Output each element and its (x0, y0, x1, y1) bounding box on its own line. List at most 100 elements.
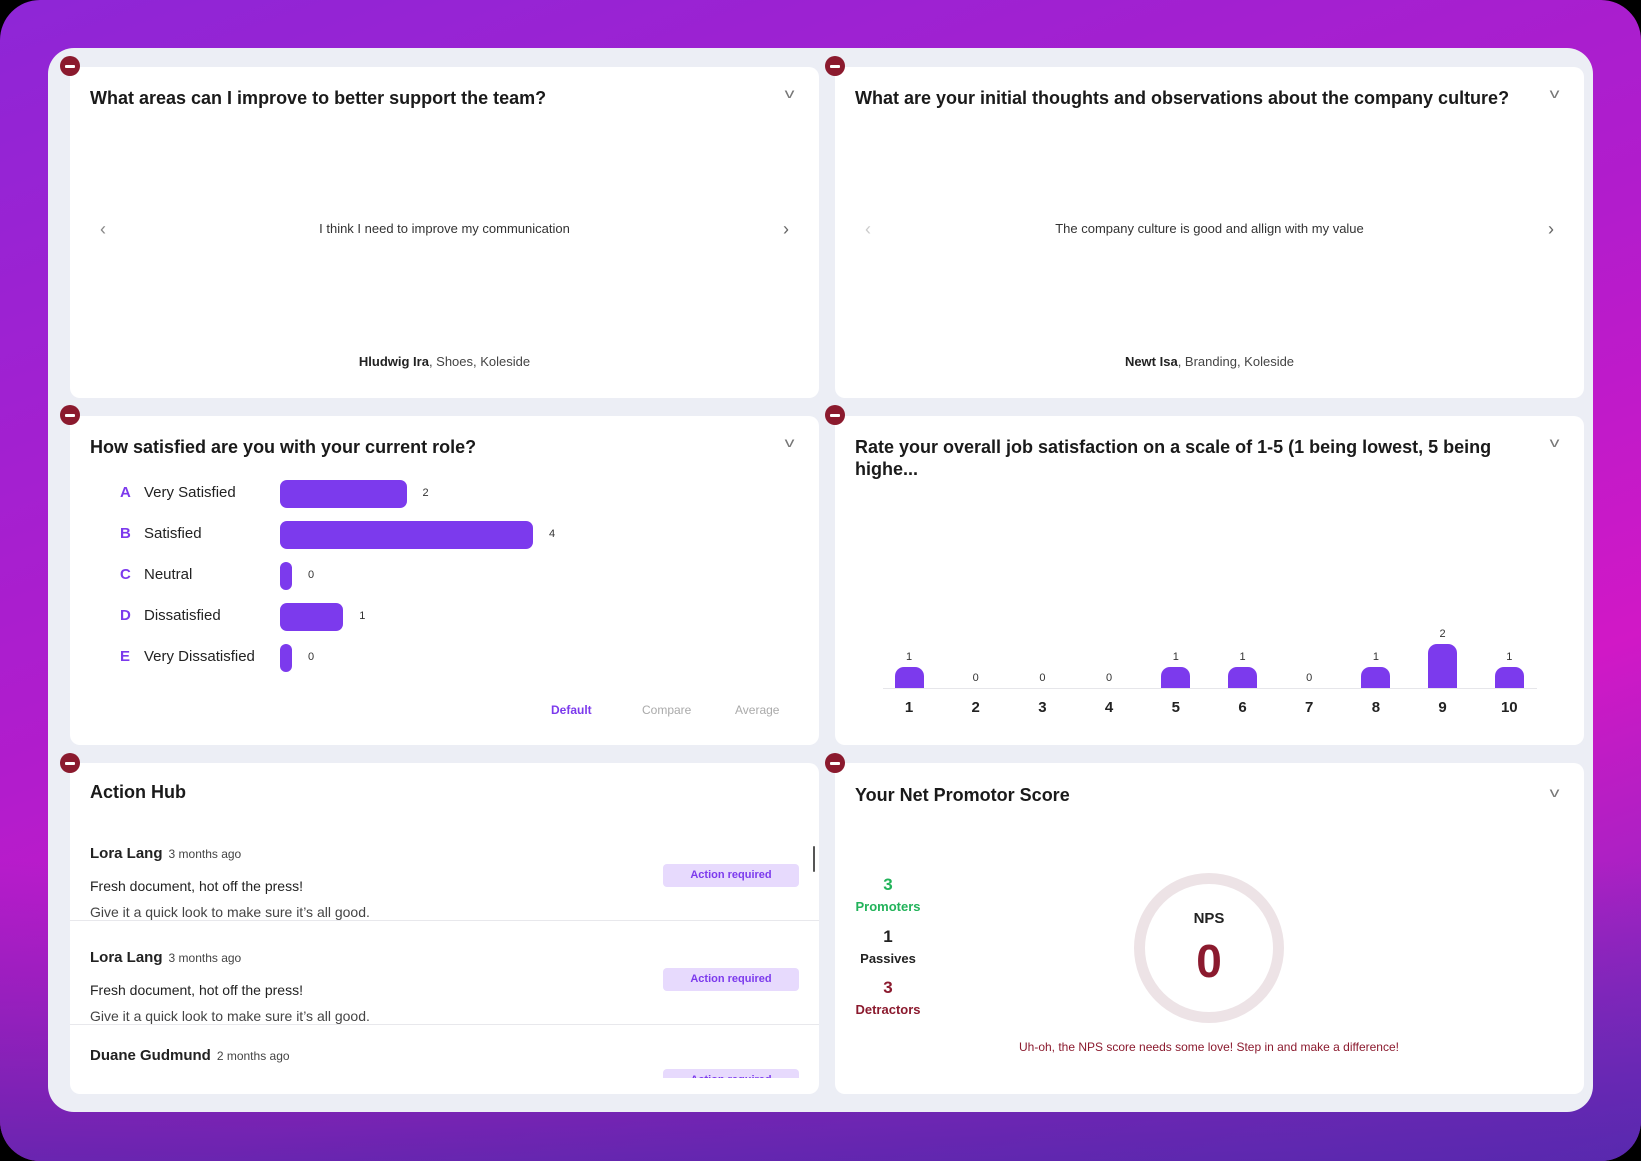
remove-widget-icon[interactable] (825, 405, 845, 425)
promoters-count: 3 (883, 875, 893, 894)
option-bar (280, 562, 292, 590)
option-label: Very Satisfied (144, 484, 236, 501)
prev-arrow-icon[interactable]: ‹ (865, 219, 871, 239)
action-required-badge[interactable]: Action required (663, 1069, 799, 1078)
remove-widget-icon[interactable] (60, 753, 80, 773)
item-description: Give it a quick look to make sure it’s a… (90, 904, 370, 920)
item-author: Lora Lang (90, 949, 163, 966)
chevron-down-icon[interactable]: v (784, 434, 795, 450)
passives-stat: 1 Passives (838, 927, 938, 966)
prev-arrow-icon[interactable]: ‹ (100, 219, 106, 239)
card-title: What areas can I improve to better suppo… (90, 88, 547, 108)
action-required-badge[interactable]: Action required (663, 968, 799, 991)
rating-tick-label: 7 (1305, 699, 1314, 716)
rating-tick-label: 5 (1171, 699, 1180, 716)
nps-gauge: NPS 0 (1134, 873, 1284, 1023)
option-letter: B (120, 525, 131, 542)
remove-widget-icon[interactable] (60, 405, 80, 425)
rating-value: 2 (1439, 628, 1446, 640)
remove-widget-icon[interactable] (825, 56, 845, 76)
remove-widget-icon[interactable] (825, 753, 845, 773)
rating-value: 0 (1106, 672, 1113, 684)
action-required-badge[interactable]: Action required (663, 864, 799, 887)
satisfaction-card: How satisfied are you with your current … (70, 416, 819, 745)
respondent-name: Hludwig Ira (358, 354, 429, 369)
option-row: C Neutral 0 (70, 562, 819, 590)
rating-value: 1 (1172, 651, 1179, 663)
list-item[interactable]: Lora Lang 3 months ago Fresh document, ho… (70, 921, 819, 1025)
response-text: The company culture is good and allign w… (1055, 221, 1364, 236)
nps-score: 0 (1196, 935, 1222, 987)
item-title: Fresh document, hot off the press! (90, 982, 303, 998)
option-bar (280, 603, 344, 631)
scrollbar[interactable] (813, 846, 815, 872)
option-letter: A (120, 484, 131, 501)
rating-tick-label: 8 (1371, 699, 1381, 716)
option-bar (280, 644, 292, 672)
tab-average[interactable]: Average (735, 703, 780, 717)
chevron-down-icon[interactable]: v (1549, 784, 1560, 800)
tab-compare[interactable]: Compare (642, 703, 692, 717)
detractors-count: 3 (883, 978, 893, 997)
chevron-down-icon[interactable]: v (1549, 85, 1560, 101)
detractors-label: Detractors (855, 1002, 921, 1017)
card-title: Your Net Promotor Score (855, 785, 1070, 805)
item-time: 2 months ago (216, 1049, 290, 1063)
option-row: A Very Satisfied 2 (70, 480, 819, 508)
rating-bar (1494, 667, 1524, 688)
rating-card: Rate your overall job satisfaction on a … (835, 416, 1584, 745)
rating-bar (1361, 667, 1391, 688)
rating-bar (894, 667, 924, 688)
rating-value: 0 (972, 672, 979, 684)
option-row: D Dissatisfied 1 (70, 603, 819, 631)
passives-count: 1 (883, 927, 893, 946)
next-arrow-icon[interactable]: › (783, 219, 789, 239)
dashboard-panel: What areas can I improve to better suppo… (48, 48, 1593, 1112)
nps-label: NPS (1193, 910, 1225, 927)
item-description: Give it a quick look to make sure it’s a… (90, 1008, 370, 1024)
item-author: Lora Lang (90, 845, 163, 862)
rating-tick-label: 3 (1038, 699, 1047, 716)
promoters-stat: 3 Promoters (838, 875, 938, 914)
action-list: Lora Lang 3 months ago Fresh document, ho… (70, 817, 819, 1078)
list-item[interactable]: Lora Lang 3 months ago Fresh document, ho… (70, 817, 819, 921)
chart-baseline (883, 688, 1537, 689)
rating-value: 0 (1306, 672, 1313, 684)
respondent-meta: , Shoes, Koleside (428, 354, 531, 369)
item-time: 3 months ago (168, 847, 242, 861)
option-bar (280, 480, 407, 508)
item-title: Fresh document, hot off the press! (90, 878, 303, 894)
respondent-meta: , Branding, Koleside (1177, 354, 1295, 369)
card-title: How satisfied are you with your current … (90, 437, 477, 457)
chevron-down-icon[interactable]: v (1549, 434, 1560, 450)
tab-default[interactable]: Default (551, 703, 592, 717)
rating-tick-label: 9 (1438, 699, 1447, 716)
next-arrow-icon[interactable]: › (1548, 219, 1554, 239)
rating-value: 0 (1039, 672, 1046, 684)
card-title: What are your initial thoughts and obser… (855, 88, 1510, 108)
remove-widget-icon[interactable] (60, 56, 80, 76)
nps-message: Uh-oh, the NPS score needs some love! St… (1019, 1040, 1399, 1054)
option-value: 2 (422, 487, 429, 499)
option-row: B Satisfied 4 (70, 521, 819, 549)
respondent-name: Newt Isa (1124, 354, 1178, 369)
option-letter: D (120, 607, 131, 624)
item-time: 3 months ago (168, 951, 242, 965)
card-title: Rate your overall job satisfaction on a … (855, 437, 1492, 479)
option-label: Very Dissatisfied (144, 648, 255, 665)
passives-label: Passives (860, 951, 916, 966)
rating-value: 1 (905, 651, 913, 663)
list-item[interactable]: Duane Gudmund 2 months ago Action require… (70, 1025, 819, 1078)
rating-value: 1 (1506, 651, 1513, 663)
rating-value: 1 (1372, 651, 1379, 663)
rating-tick-label: 2 (971, 699, 980, 716)
chevron-down-icon[interactable]: v (784, 85, 795, 101)
option-label: Neutral (144, 566, 193, 583)
item-author: Duane Gudmund (90, 1047, 211, 1064)
option-row: E Very Dissatisfied 0 (70, 644, 819, 672)
rating-tick-label: 10 (1500, 699, 1518, 716)
rating-tick-label: 6 (1238, 699, 1247, 716)
rating-tick-label: 1 (904, 699, 914, 716)
nps-card: Your Net Promotor Score v 3 Promoters 1 … (835, 763, 1584, 1094)
option-letter: E (120, 648, 131, 665)
